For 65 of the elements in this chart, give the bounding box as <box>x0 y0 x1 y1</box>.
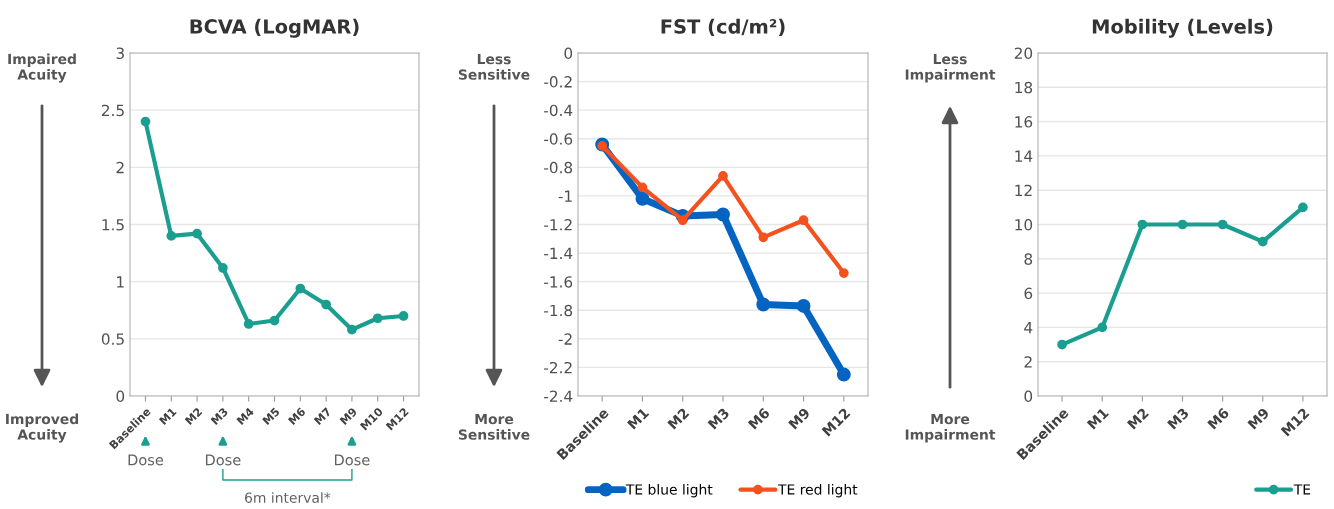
legend-label: TE red light <box>777 483 858 498</box>
annotation: Dose <box>334 454 370 466</box>
x-tick-label: M9 <box>339 407 358 426</box>
y-tick-label: 2 <box>1024 356 1032 368</box>
text: Impaired Acuity <box>8 53 76 83</box>
x-tick-label: M2 <box>184 407 203 425</box>
y-tick-label: -1.2 <box>544 218 572 231</box>
y-tick-label: 0 <box>564 47 573 60</box>
y-tick-label: 3 <box>116 47 124 60</box>
chart-title: Mobility (Levels) <box>1092 18 1273 38</box>
y-tick-label: 1.5 <box>102 219 124 231</box>
chart-title: FST (cd/m²) <box>661 18 785 37</box>
legend-label: TE blue light <box>625 483 713 498</box>
x-tick-label: M2 <box>1126 407 1149 430</box>
x-tick-label: M3 <box>1166 407 1190 430</box>
x-tick-label: M1 <box>627 407 650 430</box>
y-tick-label: -2.4 <box>544 390 573 402</box>
x-tick-label: M6 <box>1207 407 1230 430</box>
y-tick-label: -1.6 <box>544 276 573 288</box>
y-tick-label: 16 <box>1015 116 1033 128</box>
x-tick-label: M7 <box>313 407 332 425</box>
text: 6m interval* <box>245 492 331 503</box>
x-tick-label: M6 <box>287 406 306 426</box>
x-tick-label: M3 <box>707 407 730 430</box>
chart-title: BCVA (LogMAR) <box>190 18 359 38</box>
x-tick-label: M1 <box>158 407 177 425</box>
text: Less Sensitive <box>458 53 530 80</box>
x-tick-label: M3 <box>210 407 229 426</box>
y-tick-label: -2 <box>558 333 572 345</box>
y-tick-label: 6 <box>1024 287 1033 300</box>
y-tick-label: 2 <box>116 161 124 174</box>
y-tick-label: -0.4 <box>544 104 573 117</box>
y-tick-label: 18 <box>1015 81 1033 94</box>
text: More Impairment <box>905 413 996 443</box>
y-tick-label: -0.6 <box>544 133 573 145</box>
y-tick-label: 20 <box>1014 47 1033 60</box>
y-tick-label: -0.2 <box>544 76 572 88</box>
x-tick-label: M2 <box>667 407 690 430</box>
y-tick-label: -1 <box>558 190 572 202</box>
y-tick-label: 14 <box>1015 150 1033 162</box>
y-tick-label: 0 <box>116 390 125 403</box>
x-tick-label: M6 <box>747 407 771 430</box>
x-tick-label: M9 <box>1247 407 1270 430</box>
y-tick-label: 0 <box>1024 390 1033 403</box>
y-tick-label: -2.2 <box>544 361 572 374</box>
x-tick-label: M5 <box>262 407 281 426</box>
y-tick-label: 4 <box>1024 322 1033 334</box>
y-tick-label: 8 <box>1024 253 1033 265</box>
text: Less Impairment <box>905 53 996 83</box>
y-tick-label: -1.8 <box>544 304 573 317</box>
y-tick-label: 12 <box>1015 184 1032 196</box>
y-tick-label: -1.4 <box>544 247 573 259</box>
x-tick-label: M9 <box>788 407 811 430</box>
y-tick-label: 2.5 <box>101 104 124 117</box>
y-tick-label: 10 <box>1015 218 1033 231</box>
y-tick-label: 1 <box>117 276 124 288</box>
legend-label: TE <box>1293 484 1311 495</box>
y-tick-label: -0.8 <box>544 161 573 174</box>
annotation: Dose <box>205 454 241 466</box>
annotation: Dose <box>128 454 164 466</box>
text: Improved Acuity <box>6 413 79 443</box>
x-tick-label: M1 <box>1086 407 1110 430</box>
text: More Sensitive <box>458 413 530 440</box>
x-tick-label: M4 <box>236 407 255 425</box>
y-tick-label: 0.5 <box>101 333 124 345</box>
